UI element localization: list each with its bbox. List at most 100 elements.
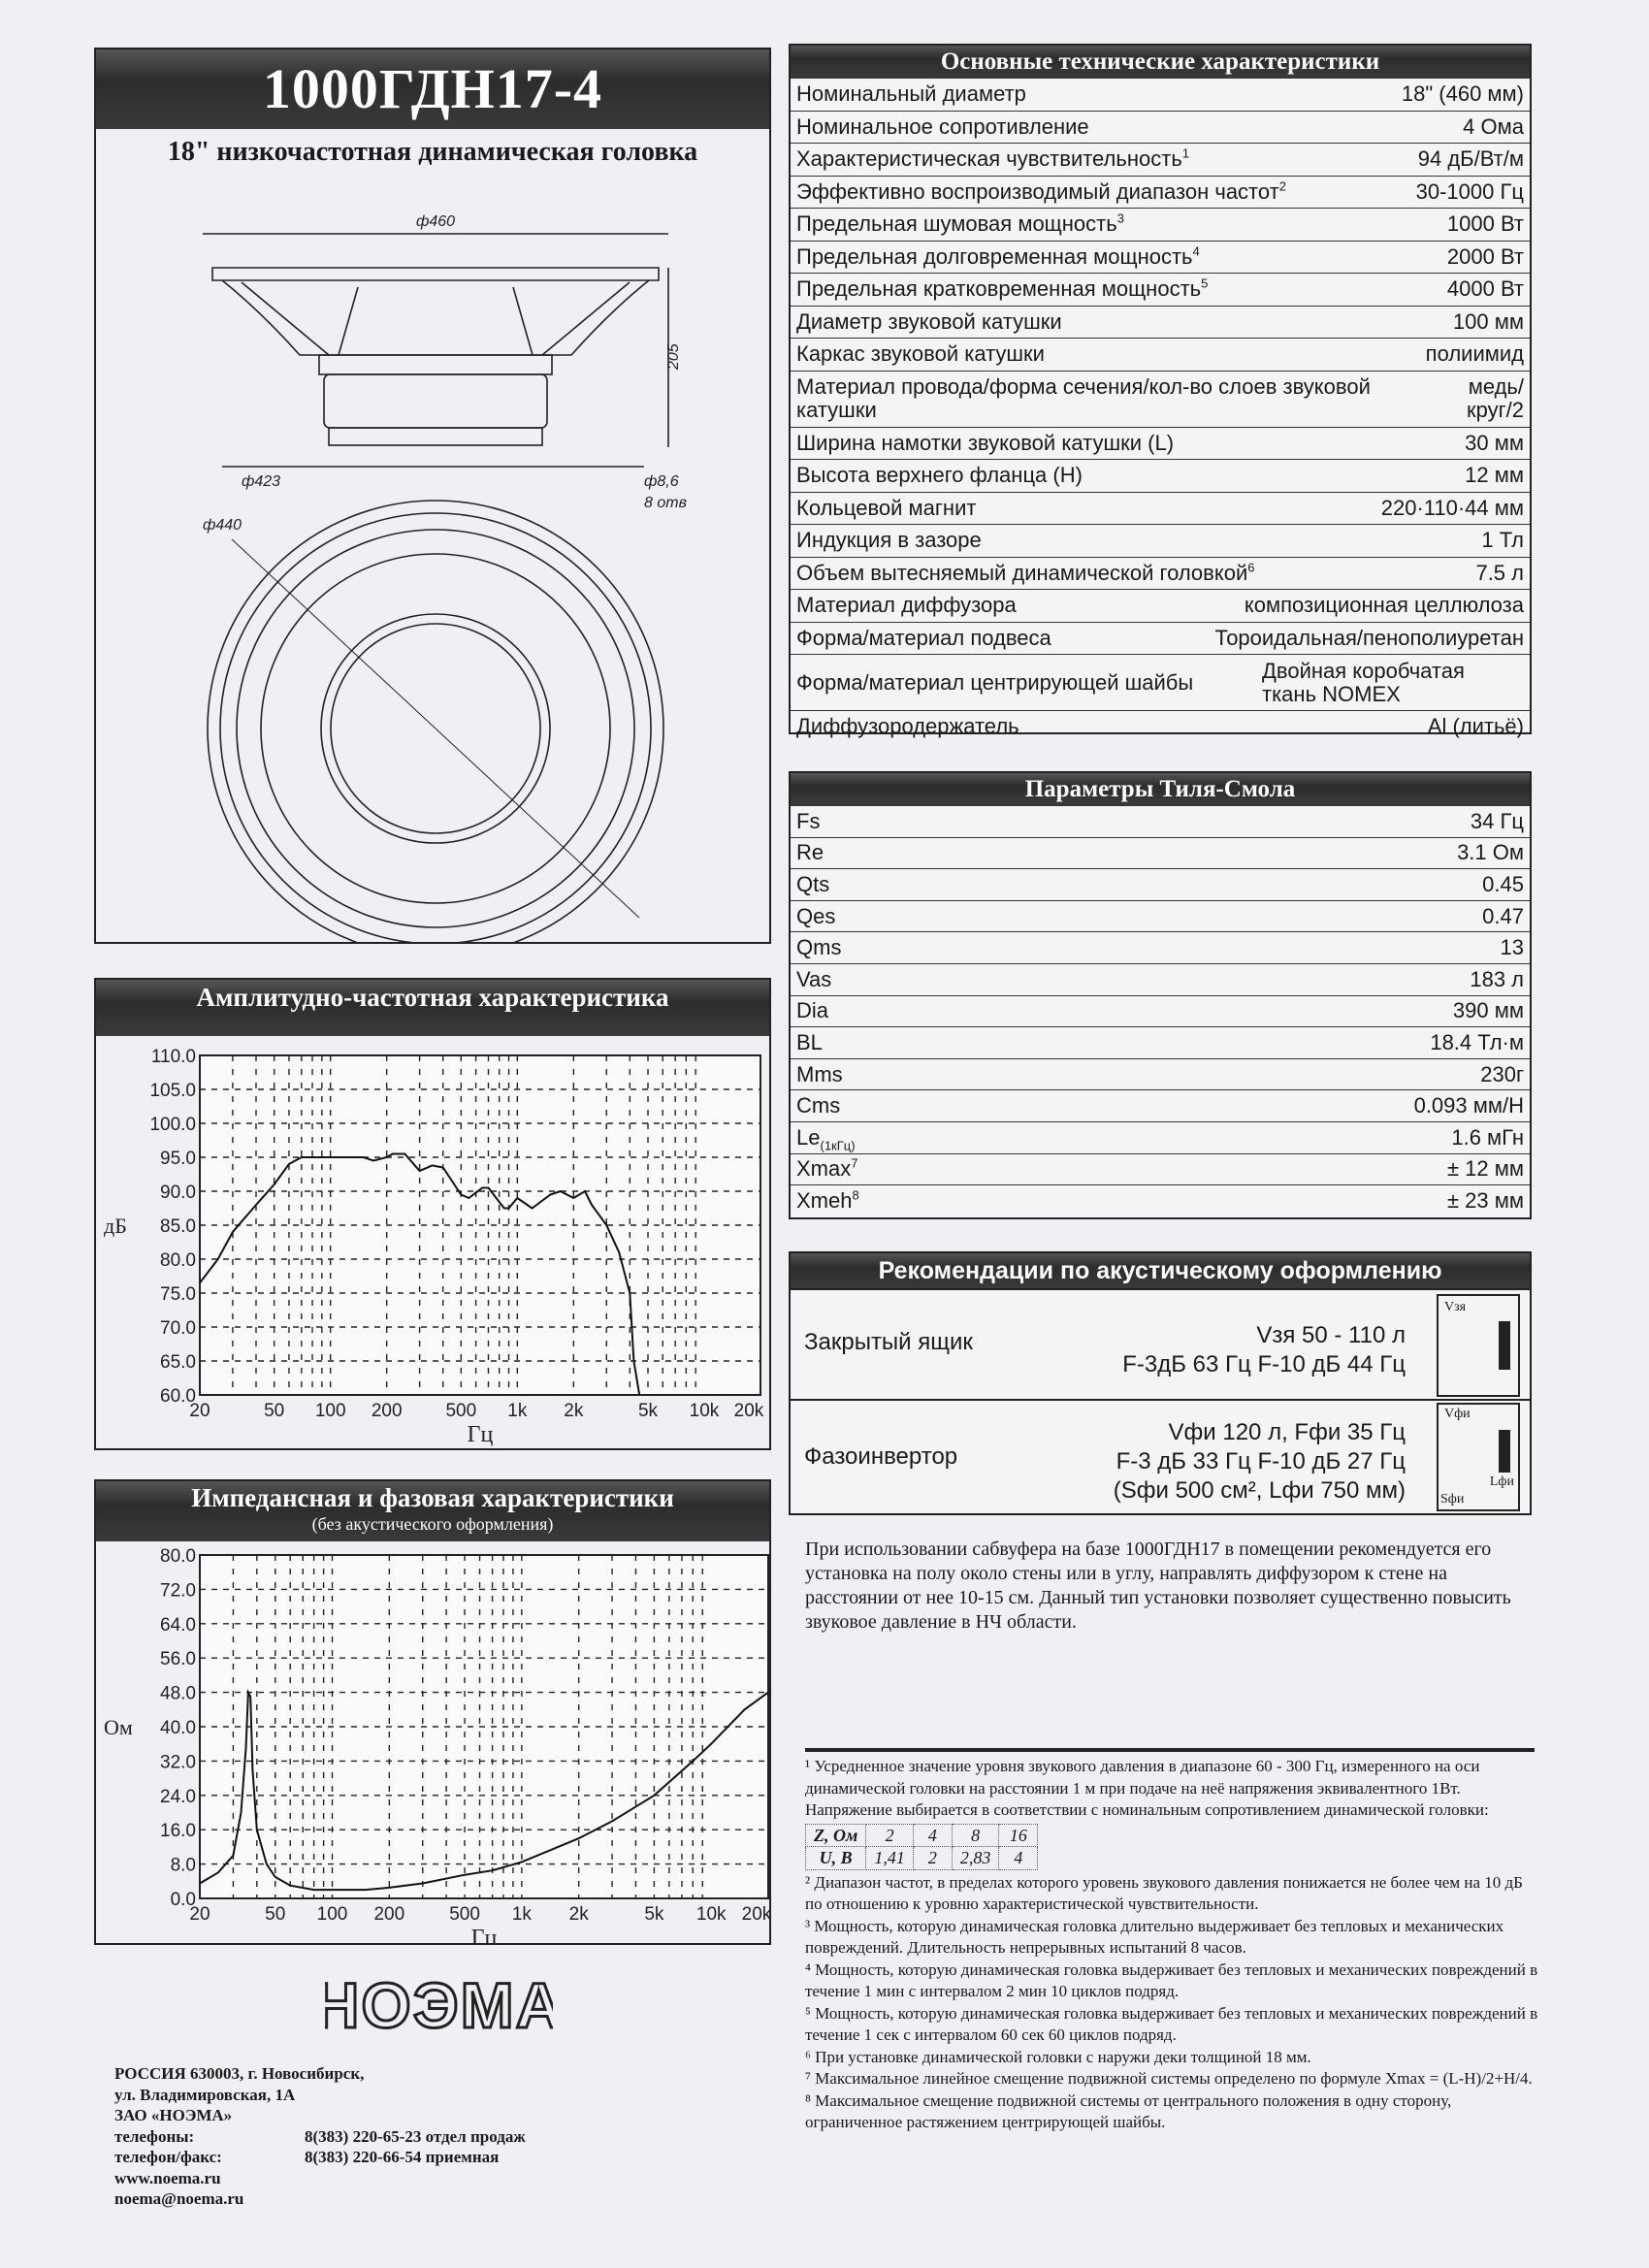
footnote: ⁴ Мощность, которую динамическая головка… xyxy=(805,1960,1538,2001)
spec-row: Номинальное сопротивление 4 Ома xyxy=(791,110,1530,144)
spec-row: Le(1кГц) 1.6 мГн xyxy=(791,1120,1530,1153)
y-tick-label: 95.0 xyxy=(160,1149,196,1169)
spec-name: Номинальное сопротивление xyxy=(796,113,1089,139)
spec-row: Каркас звуковой катушки полиимид xyxy=(791,338,1530,371)
spec-row: Индукция в зазоре 1 Тл xyxy=(791,524,1530,557)
x-tick-label: 500 xyxy=(449,1904,480,1925)
spec-label: Xmax7 xyxy=(796,1157,869,1181)
u-cell: 1,41 xyxy=(865,1846,914,1870)
spec-row: Vas 183 л xyxy=(791,962,1530,995)
spec-name: Cms xyxy=(796,1093,841,1118)
rec-title: Рекомендации по акустическому оформлению xyxy=(791,1253,1530,1288)
imp-title: Импедансная и фазовая характеристики xyxy=(191,1483,674,1512)
spec-name: Предельная шумовая мощность xyxy=(796,211,1117,237)
spec-row: Re 3.1 Ом xyxy=(791,836,1530,869)
spec-value: 390 мм xyxy=(1452,998,1524,1023)
ported-icon-v: Vфи xyxy=(1444,1407,1471,1421)
spec-value: 7.5 л xyxy=(1475,560,1524,585)
u-cell: 4 xyxy=(998,1846,1039,1870)
footnote-1: ¹ Усредненное значение уровня звукового … xyxy=(805,1757,1489,1819)
spec-name: Индукция в зазоре xyxy=(796,528,982,553)
spec-value: 30 мм xyxy=(1465,430,1524,455)
footnote: ³ Мощность, которую динамическая головка… xyxy=(805,1916,1504,1958)
spec-row: Qms 13 xyxy=(791,931,1530,963)
spec-label: Объем вытесняемый динамической головкой6 xyxy=(796,560,1266,585)
y-tick-label: 110.0 xyxy=(151,1047,196,1067)
spec-name: Материал провода/форма сечения/кол-во сл… xyxy=(796,374,1371,422)
footnote-ref: 6 xyxy=(1247,560,1255,575)
spec-row: Номинальный диаметр 18" (460 мм) xyxy=(791,78,1530,111)
spec-row: Диффузородержатель Al (литьё) xyxy=(791,710,1530,743)
y-tick-label: 0.0 xyxy=(171,1890,196,1910)
spec-row: Xmax7 ± 12 мм xyxy=(791,1152,1530,1185)
spec-name: Предельная долговременная мощность xyxy=(796,243,1193,269)
spec-label: Форма/материал центрирующей шайбы xyxy=(796,669,1205,695)
spec-name: Диффузородержатель xyxy=(796,714,1019,739)
website-link[interactable]: www.noema.ru xyxy=(114,2168,221,2187)
ported-volume: Vфи 120 л, Fфи 35 Гц xyxy=(1168,1419,1406,1445)
spec-value: 30-1000 Гц xyxy=(1415,178,1524,204)
company-address: РОССИЯ 630003, г. Новосибирск, ул. Влади… xyxy=(114,2063,526,2210)
email-link[interactable]: noema@noema.ru xyxy=(114,2189,244,2208)
spec-label: Xmeh8 xyxy=(796,1188,871,1213)
magnet xyxy=(323,373,548,429)
spec-label: Mms xyxy=(796,1062,855,1086)
footnote: ⁷ Максимальное линейное смещение подвижн… xyxy=(805,2069,1533,2088)
spec-value: 183 л xyxy=(1470,966,1524,991)
basket xyxy=(221,279,650,356)
spec-row: Fs 34 Гц xyxy=(791,805,1530,837)
spec-value: 18.4 Тл·м xyxy=(1430,1029,1524,1054)
bass-reflex-icon: Vфи Lфи Sфи xyxy=(1437,1403,1520,1511)
spec-row: Предельная долговременная мощность4 2000 … xyxy=(791,240,1530,274)
dim-mount-label: ф440 xyxy=(203,517,242,534)
dim-outer-label: ф460 xyxy=(416,213,455,230)
x-tick-label: 500 xyxy=(445,1401,476,1421)
spec-value: 2000 Вт xyxy=(1446,243,1524,269)
spec-label: Vas xyxy=(796,967,843,991)
frame-outer xyxy=(207,500,664,942)
holes-count-label: 8 отв xyxy=(644,495,687,511)
spec-row: Xmeh8 ± 23 мм xyxy=(791,1184,1530,1216)
x-tick-label: 2k xyxy=(564,1401,584,1421)
spec-name: Qms xyxy=(796,935,842,960)
spec-value: 1.6 мГн xyxy=(1451,1124,1524,1150)
svg-text:НОЭМА: НОЭМА xyxy=(325,1969,553,2039)
spec-row: Ширина намотки звуковой катушки (L) 30 мм xyxy=(791,426,1530,460)
y-axis-label: дБ xyxy=(104,1214,127,1238)
ported-icon-s: Sфи xyxy=(1440,1492,1465,1507)
spec-row: Высота верхнего фланца (H) 12 мм xyxy=(791,459,1530,492)
x-tick-label: 10k xyxy=(690,1401,720,1421)
spec-value: 1000 Вт xyxy=(1446,211,1524,237)
spec-row: Qts 0.45 xyxy=(791,868,1530,900)
voltage-table: Z, Ом 2 4 8 16 U, В 1,41 2 2,83 4 xyxy=(804,1823,1039,1870)
dim-frame-label: ф423 xyxy=(242,473,280,490)
ported-freqs: F-3 дБ 33 Гц F-10 дБ 27 Гц xyxy=(1116,1448,1406,1474)
spec-name: Каркас звуковой катушки xyxy=(796,341,1045,367)
spec-name: Форма/материал центрирующей шайбы xyxy=(796,669,1194,695)
footnote-divider xyxy=(805,1748,1535,1752)
x-tick-label: 50 xyxy=(265,1904,285,1925)
noema-logo: НОЭМА xyxy=(325,1969,553,2039)
spec-name: Qes xyxy=(796,903,836,928)
footnote-ref: 1 xyxy=(1181,146,1190,161)
spec-name: Qts xyxy=(796,871,830,896)
spec-row: Материал провода/форма сечения/кол-во сл… xyxy=(791,370,1530,427)
spec-name: Эффективно воспроизводимый диапазон част… xyxy=(796,178,1279,204)
spec-value: 4 Ома xyxy=(1463,113,1524,139)
y-tick-label: 8.0 xyxy=(171,1856,196,1876)
spec-row: Кольцевой магнит 220·110·44 мм xyxy=(791,491,1530,525)
y-tick-label: 64.0 xyxy=(160,1615,196,1636)
spec-value: ± 12 мм xyxy=(1446,1156,1524,1182)
x-tick-label: 20 xyxy=(189,1904,210,1925)
spec-label: Кольцевой магнит xyxy=(796,496,987,520)
spec-row: Характеристическая чувствительность1 94 д… xyxy=(791,143,1530,176)
spec-name: Xmax xyxy=(796,1156,852,1182)
spec-label: Предельная долговременная мощность4 xyxy=(796,243,1212,269)
product-title: 1000ГДН17-4 xyxy=(96,49,769,129)
spec-label: Qms xyxy=(796,936,853,959)
spec-name: Форма/материал подвеса xyxy=(796,625,1051,650)
closed-box-icon: Vзя xyxy=(1437,1294,1520,1397)
spec-row: Предельная кратковременная мощность5 4000… xyxy=(791,273,1530,306)
y-tick-label: 16.0 xyxy=(160,1821,196,1841)
spec-label: Предельная шумовая мощность3 xyxy=(796,212,1136,236)
